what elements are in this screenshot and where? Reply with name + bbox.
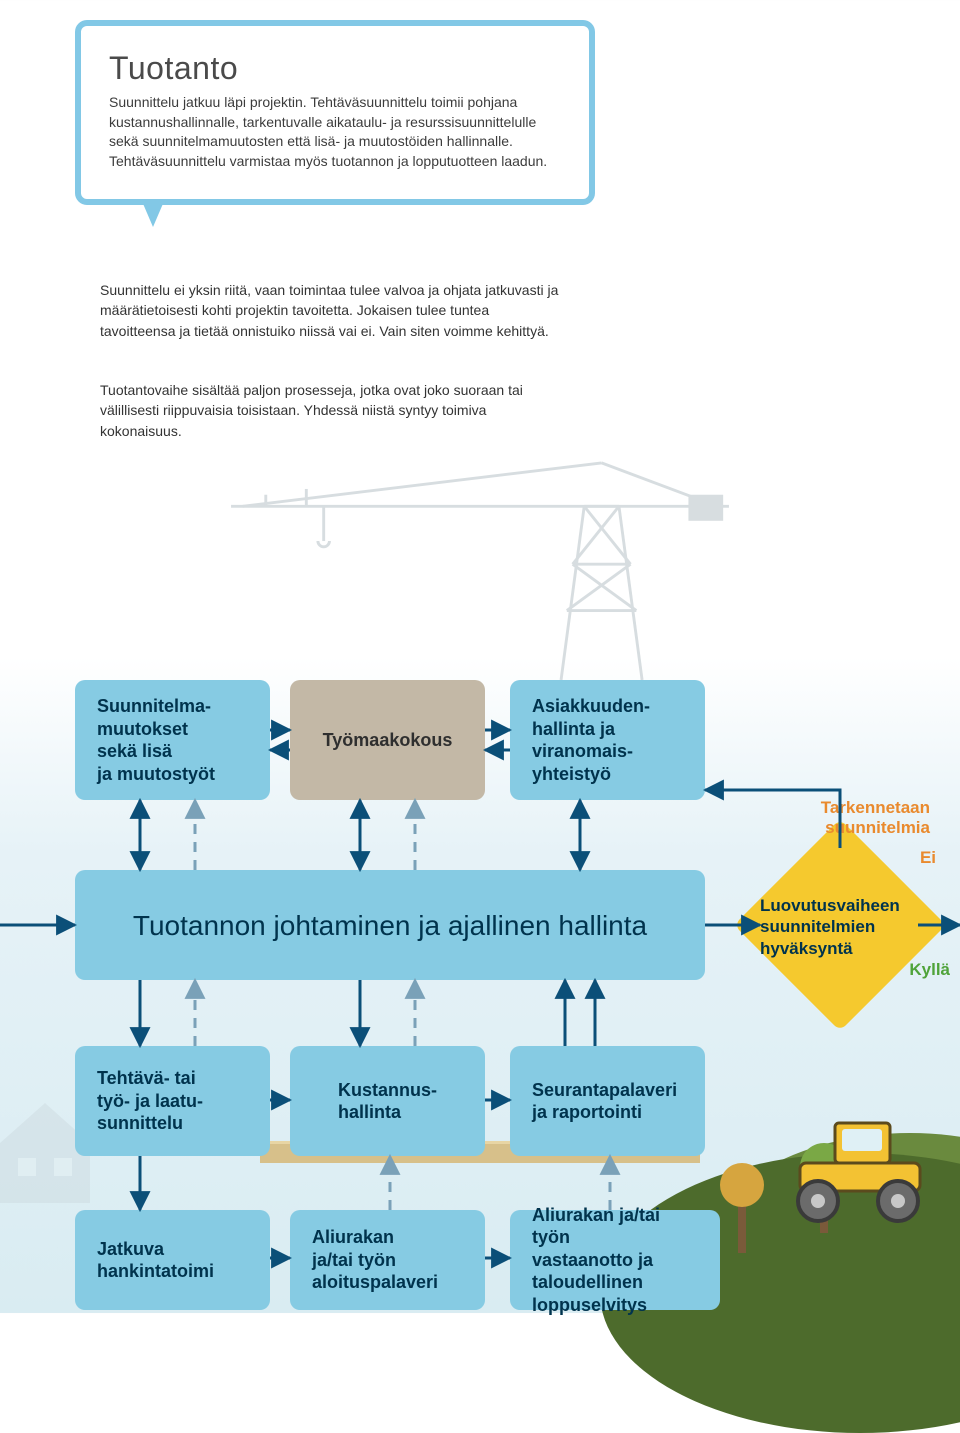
- node-procurement-label: Jatkuvahankintatoimi: [97, 1238, 214, 1283]
- node-subcontract-acceptance-label: Aliurakan ja/tai työnvastaanotto jatalou…: [532, 1204, 698, 1317]
- node-cost-control: Kustannus-hallinta: [290, 1046, 485, 1156]
- road-roller: [780, 1113, 930, 1223]
- label-refine-plans: Tarkennetaansuunnitelmia: [770, 798, 930, 839]
- node-subcontract-start-label: Aliurakanja/tai työnaloituspalaveri: [312, 1226, 438, 1294]
- decision-label: Luovutusvaiheensuunnitelmienhyväksyntä: [760, 895, 950, 959]
- node-followup-reporting-label: Seurantapalaverija raportointi: [532, 1079, 677, 1124]
- node-subcontract-acceptance: Aliurakan ja/tai työnvastaanotto jatalou…: [510, 1210, 720, 1310]
- node-site-meeting: Työmaakokous: [290, 680, 485, 800]
- node-customer-authority-label: Asiakkuuden-hallinta javiranomais-yhteis…: [532, 695, 650, 785]
- speech-bubble: Tuotanto Suunnittelu jatkuu läpi projekt…: [75, 20, 595, 205]
- node-task-quality-planning: Tehtävä- taityö- ja laatu-sunnittelu: [75, 1046, 270, 1156]
- node-procurement: Jatkuvahankintatoimi: [75, 1210, 270, 1310]
- crane-illustration: [50, 460, 910, 680]
- node-followup-reporting: Seurantapalaverija raportointi: [510, 1046, 705, 1156]
- label-yes: Kyllä: [909, 960, 950, 980]
- node-production-management-label: Tuotannon johtaminen ja ajallinen hallin…: [133, 908, 647, 943]
- node-cost-control-label: Kustannus-hallinta: [338, 1079, 437, 1124]
- body-paragraph-1: Suunnittelu ei yksin riitä, vaan toimint…: [100, 280, 560, 341]
- bubble-title: Tuotanto: [109, 50, 561, 87]
- node-plan-changes-label: Suunnitelma-muutoksetsekä lisäja muutost…: [97, 695, 215, 785]
- body-paragraph-2: Tuotantovaihe sisältää paljon prosesseja…: [100, 380, 560, 441]
- node-customer-authority: Asiakkuuden-hallinta javiranomais-yhteis…: [510, 680, 705, 800]
- node-plan-changes: Suunnitelma-muutoksetsekä lisäja muutost…: [75, 680, 270, 800]
- node-task-quality-planning-label: Tehtävä- taityö- ja laatu-sunnittelu: [97, 1067, 203, 1135]
- node-site-meeting-label: Työmaakokous: [323, 729, 453, 752]
- label-no: Ei: [920, 848, 936, 868]
- page-root: Tuotanto Suunnittelu jatkuu läpi projekt…: [0, 0, 960, 1313]
- node-subcontract-start: Aliurakanja/tai työnaloituspalaveri: [290, 1210, 485, 1310]
- bubble-text: Suunnittelu jatkuu läpi projektin. Tehtä…: [109, 93, 561, 171]
- node-production-management: Tuotannon johtaminen ja ajallinen hallin…: [75, 870, 705, 980]
